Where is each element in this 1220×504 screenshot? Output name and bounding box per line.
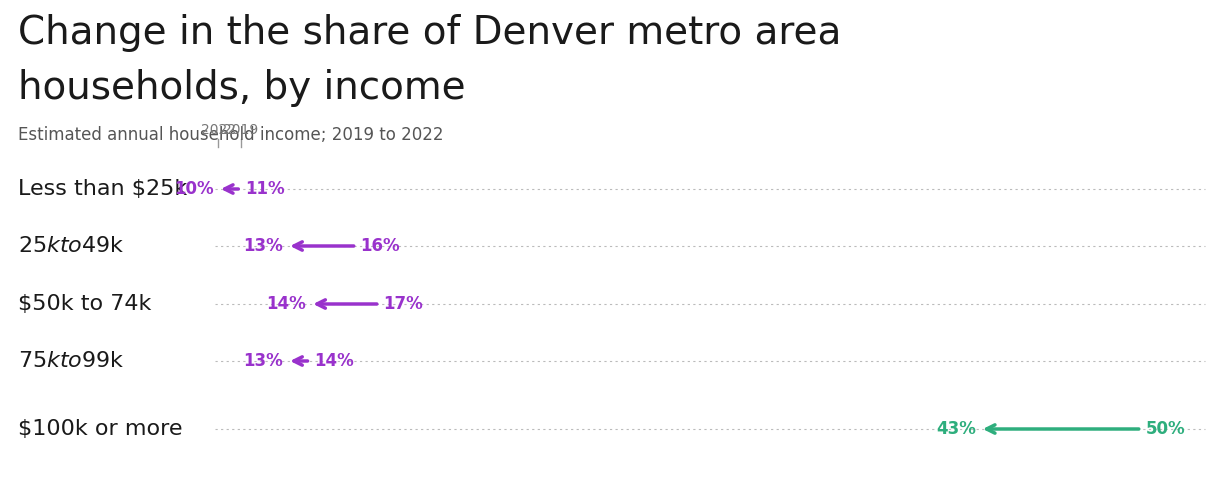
Text: $50k to 74k: $50k to 74k [18, 294, 151, 314]
Text: 14%: 14% [267, 295, 306, 313]
Text: 50%: 50% [1146, 420, 1185, 438]
Text: 13%: 13% [244, 237, 283, 255]
Text: 11%: 11% [245, 180, 284, 198]
Text: 17%: 17% [383, 295, 423, 313]
Text: Less than $25k: Less than $25k [18, 179, 187, 199]
Text: Change in the share of Denver metro area: Change in the share of Denver metro area [18, 14, 842, 52]
Text: Estimated annual household income; 2019 to 2022: Estimated annual household income; 2019 … [18, 126, 444, 144]
Text: $100k or more: $100k or more [18, 419, 183, 439]
Text: 16%: 16% [361, 237, 400, 255]
Text: $25k to $49k: $25k to $49k [18, 236, 124, 256]
Text: $75k to $99k: $75k to $99k [18, 351, 124, 371]
Text: households, by income: households, by income [18, 69, 466, 107]
Text: 10%: 10% [174, 180, 213, 198]
Text: 14%: 14% [315, 352, 354, 370]
Text: 2022: 2022 [200, 123, 235, 137]
Text: 13%: 13% [244, 352, 283, 370]
Text: 2019: 2019 [223, 123, 259, 137]
Text: 43%: 43% [936, 420, 976, 438]
